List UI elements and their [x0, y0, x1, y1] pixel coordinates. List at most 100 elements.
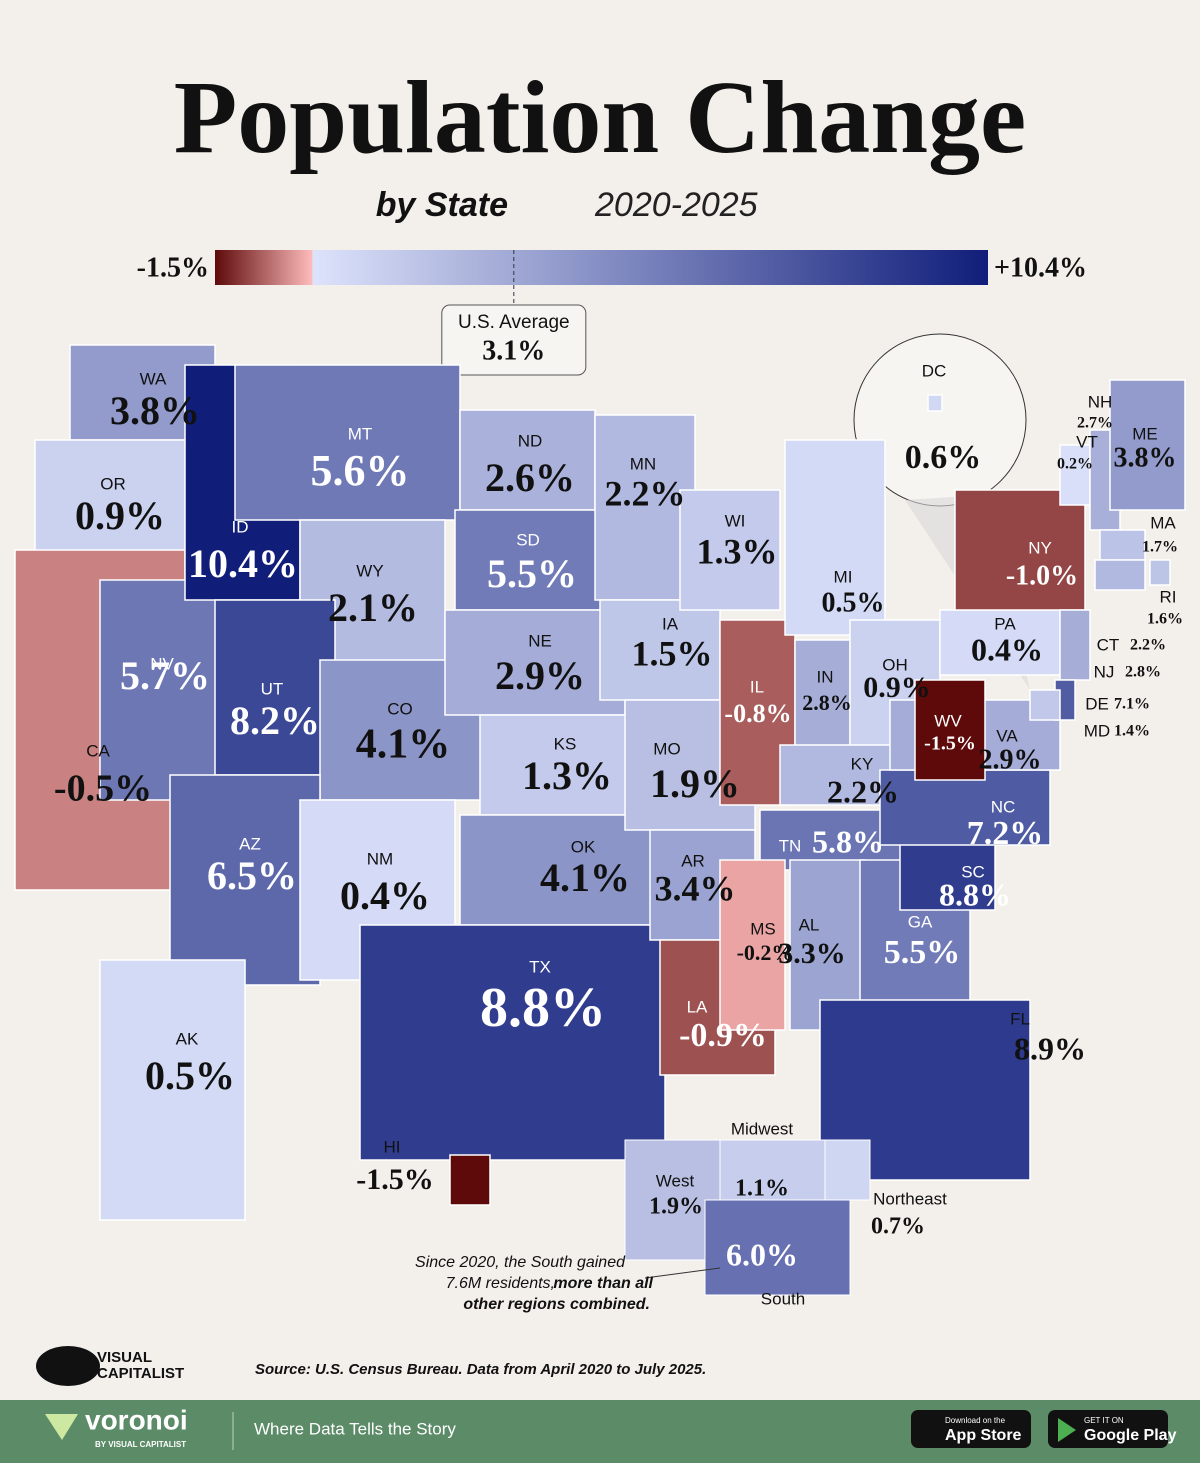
- google-play-top: GET IT ON: [1084, 1416, 1124, 1425]
- state-abbr: NV: [150, 654, 174, 673]
- state-abbr: MI: [834, 567, 853, 586]
- state: [914, 679, 986, 781]
- google-play-name: Google Play: [1084, 1427, 1177, 1444]
- state: [1059, 444, 1091, 506]
- state-abbr: MN: [630, 454, 656, 473]
- source: Source: U.S. Census Bureau. Data from Ap…: [255, 1361, 706, 1378]
- state-abbr: WA: [140, 369, 167, 388]
- state-value: 0.6%: [905, 439, 982, 476]
- state-abbr: WY: [356, 561, 383, 580]
- state-value: 1.7%: [1142, 539, 1178, 556]
- state-value: 2.2%: [827, 773, 899, 809]
- state-value: 0.9%: [75, 493, 165, 538]
- state-abbr: OR: [100, 474, 126, 493]
- annotation: more than all: [553, 1275, 653, 1292]
- state-abbr: SD: [516, 530, 540, 549]
- state-abbr: AK: [176, 1029, 199, 1048]
- state-value: -1.5%: [356, 1163, 434, 1196]
- google-play-badge[interactable]: [1048, 1410, 1168, 1448]
- footer-logo: voronoi: [85, 1404, 188, 1435]
- state: [719, 859, 786, 1031]
- state: [214, 599, 336, 776]
- state: [459, 814, 661, 926]
- state-value: 5.8%: [812, 823, 884, 859]
- state-abbr: RI: [1160, 587, 1177, 606]
- legend-negative: [215, 250, 313, 285]
- annotation: 7.6M residents,: [446, 1275, 555, 1292]
- state: [1149, 559, 1171, 586]
- state-value: -0.2%: [737, 940, 794, 965]
- state-value: 2.8%: [802, 690, 852, 715]
- legend-positive: [312, 250, 988, 285]
- state-value: 0.2%: [1057, 456, 1093, 473]
- state-abbr: WV: [934, 711, 962, 730]
- state-value: 2.9%: [979, 744, 1042, 775]
- state-abbr: AZ: [239, 834, 261, 853]
- state-value: 0.4%: [340, 873, 430, 918]
- footer: voronoi BY VISUAL CAPITALIST Where Data …: [0, 1400, 1200, 1463]
- state-value: 0.5%: [145, 1053, 235, 1098]
- state-value: 8.9%: [1014, 1030, 1086, 1066]
- state-value: 1.3%: [697, 531, 778, 571]
- state: [1059, 609, 1091, 681]
- state-value: 2.8%: [1125, 664, 1161, 681]
- state-abbr: ID: [232, 517, 249, 536]
- state: [954, 489, 1086, 611]
- state-abbr: PA: [994, 614, 1016, 633]
- state-value: 0.5%: [822, 587, 885, 618]
- legend-min-label: -1.5%: [137, 252, 209, 283]
- state-abbr: NM: [367, 849, 393, 868]
- state-abbr: WI: [725, 511, 746, 530]
- region-inset: West 1.9% Midwest 1.1% Northeast 0.7% South 6.0…: [415, 1119, 947, 1313]
- state: [234, 364, 461, 521]
- state: [444, 609, 626, 716]
- state-abbr: HI: [384, 1137, 401, 1156]
- state-value: 8.2%: [230, 698, 320, 743]
- subtitle-years: 2020-2025: [594, 186, 758, 224]
- state-value: 1.6%: [1147, 611, 1183, 628]
- state-abbr: MT: [348, 424, 373, 443]
- app-store-top: Download on the: [945, 1416, 1006, 1425]
- state-abbr: FL: [1010, 1009, 1030, 1028]
- states: [14, 333, 1186, 1221]
- state-value: 2.7%: [1077, 415, 1113, 432]
- brand: VISUAL CAPITALIST: [36, 1346, 184, 1386]
- state-abbr: KY: [851, 754, 874, 773]
- state-value: 6.5%: [207, 853, 297, 898]
- state-value: -1.0%: [1006, 560, 1078, 591]
- state: [784, 439, 886, 636]
- brand-line: CAPITALIST: [97, 1365, 184, 1382]
- state: [1094, 559, 1146, 591]
- state-abbr: MS: [750, 919, 776, 938]
- state-value: 2.1%: [328, 585, 418, 630]
- state-value: 2.2%: [605, 473, 686, 513]
- state-value: 1.9%: [650, 761, 740, 806]
- state-abbr: DE: [1085, 694, 1109, 713]
- region-value: 1.1%: [735, 1176, 789, 1202]
- state: [939, 609, 1061, 676]
- state-value: 3.4%: [655, 868, 736, 908]
- average-label: 3.1%: [482, 335, 545, 366]
- state-value: 5.7%: [120, 653, 210, 698]
- state: [1099, 529, 1146, 561]
- state-abbr: IL: [750, 677, 764, 696]
- state-value: 4.1%: [540, 855, 630, 900]
- state-abbr: GA: [908, 912, 933, 931]
- app-store-badge[interactable]: [911, 1410, 1031, 1448]
- state-abbr: NC: [991, 797, 1016, 816]
- state-value: 4.1%: [356, 722, 451, 768]
- annotation: Since 2020, the South gained: [415, 1254, 626, 1271]
- state-abbr: TN: [779, 836, 802, 855]
- state-abbr: NE: [528, 631, 552, 650]
- state-value: 5.5%: [884, 934, 961, 971]
- state-value: -0.5%: [54, 768, 152, 810]
- state-value: -1.5%: [924, 733, 976, 755]
- region-value: 0.7%: [871, 1214, 925, 1240]
- state-abbr: NH: [1088, 392, 1113, 411]
- state: [1109, 379, 1186, 511]
- state-abbr: MD: [1084, 721, 1110, 740]
- state-value: 10.4%: [188, 541, 298, 586]
- state-abbr: SC: [961, 862, 985, 881]
- app-store-name: App Store: [945, 1427, 1022, 1444]
